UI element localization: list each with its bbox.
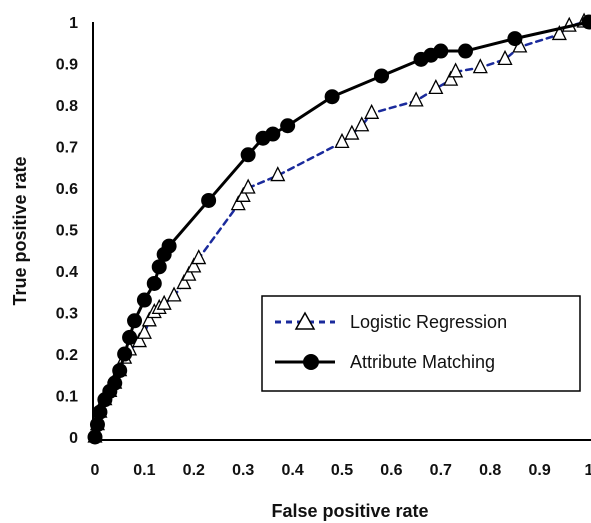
y-tick-label: 0.6 [56, 181, 78, 198]
y-tick-label: 0.9 [56, 57, 78, 74]
data-point-attribute-matching [324, 89, 340, 105]
data-point-logistic-regression [344, 124, 360, 140]
data-point-logistic-regression [176, 273, 192, 290]
y-tick-label: 0.2 [56, 347, 78, 364]
data-point-logistic-regression [230, 195, 246, 211]
data-point-attribute-matching [581, 14, 591, 30]
y-ticks: 0 0.1 0.2 0.3 0.4 0.5 0.6 0.7 0.8 0.9 1 [56, 15, 78, 447]
data-point-logistic-regression [166, 286, 182, 302]
legend-label-attribute-matching: Attribute Matching [350, 352, 495, 372]
data-point-logistic-regression [240, 178, 256, 194]
data-point-logistic-regression [408, 91, 424, 107]
series-layer [87, 12, 591, 445]
data-point-attribute-matching [265, 126, 281, 142]
data-point-logistic-regression [191, 249, 207, 265]
y-tick-label: 1 [69, 15, 78, 32]
y-tick-label: 0.5 [56, 223, 78, 240]
data-point-attribute-matching [507, 31, 523, 47]
data-point-attribute-matching [87, 429, 103, 445]
data-point-logistic-regression [136, 323, 152, 339]
data-point-logistic-regression [364, 103, 380, 119]
data-point-attribute-matching [146, 275, 162, 291]
data-point-logistic-regression [270, 166, 286, 182]
data-point-attribute-matching [280, 118, 296, 134]
legend: Logistic Regression Attribute Matching [261, 295, 581, 392]
data-point-attribute-matching [240, 147, 256, 163]
data-point-logistic-regression [448, 62, 464, 78]
data-point-attribute-matching [151, 259, 167, 275]
x-tick-label: 0.8 [479, 462, 501, 479]
data-point-logistic-regression [551, 24, 567, 41]
data-point-attribute-matching [89, 417, 105, 433]
legend-item-attribute-matching: Attribute Matching [275, 352, 495, 372]
y-tick-label: 0.3 [56, 306, 78, 323]
x-axis-label: False positive rate [271, 501, 428, 521]
data-point-logistic-regression [497, 49, 513, 65]
data-point-logistic-regression [141, 311, 157, 327]
data-point-attribute-matching [161, 238, 177, 254]
data-point-logistic-regression [428, 78, 444, 95]
data-point-attribute-matching [122, 329, 138, 345]
x-tick-label: 0 [91, 462, 100, 479]
x-tick-label: 0.6 [380, 462, 402, 479]
y-axis-label: True positive rate [10, 156, 30, 305]
data-point-logistic-regression [472, 58, 488, 74]
x-tick-label: 0.3 [232, 462, 254, 479]
data-point-attribute-matching [127, 313, 143, 329]
data-point-logistic-regression [235, 186, 251, 202]
data-point-logistic-regression [156, 294, 172, 310]
data-point-attribute-matching [136, 292, 152, 308]
x-tick-label: 0.2 [183, 462, 205, 479]
data-point-logistic-regression [354, 116, 370, 132]
x-ticks: 0 0.1 0.2 0.3 0.4 0.5 0.6 0.7 0.8 0.9 1 [91, 462, 591, 479]
data-point-logistic-regression [186, 257, 202, 273]
x-tick-label: 0.9 [528, 462, 550, 479]
data-point-attribute-matching [107, 375, 123, 391]
data-point-attribute-matching [112, 363, 128, 379]
data-point-attribute-matching [117, 346, 133, 362]
data-point-logistic-regression [181, 265, 197, 281]
legend-box [261, 295, 581, 392]
y-tick-label: 0.4 [56, 264, 78, 281]
data-point-attribute-matching [433, 43, 449, 59]
x-tick-label: 0.7 [430, 462, 452, 479]
y-tick-label: 0.8 [56, 98, 78, 115]
data-point-attribute-matching [458, 43, 473, 59]
data-point-attribute-matching [92, 404, 108, 420]
y-tick-label: 0.7 [56, 140, 78, 157]
legend-marker-attribute-matching [303, 354, 319, 370]
x-tick-label: 1 [585, 462, 591, 479]
legend-label-logistic-regression: Logistic Regression [350, 312, 507, 332]
x-tick-label: 0.1 [133, 462, 155, 479]
axes [92, 22, 591, 441]
data-point-attribute-matching [201, 192, 217, 208]
y-tick-label: 0.1 [56, 389, 78, 406]
data-point-logistic-regression [443, 70, 459, 86]
y-tick-label: 0 [69, 430, 78, 447]
x-tick-label: 0.5 [331, 462, 353, 479]
data-point-logistic-regression [334, 132, 350, 149]
data-point-attribute-matching [374, 68, 390, 84]
legend-marker-logistic-regression [294, 311, 316, 330]
x-tick-label: 0.4 [281, 462, 303, 479]
legend-item-logistic-regression: Logistic Regression [275, 311, 507, 332]
